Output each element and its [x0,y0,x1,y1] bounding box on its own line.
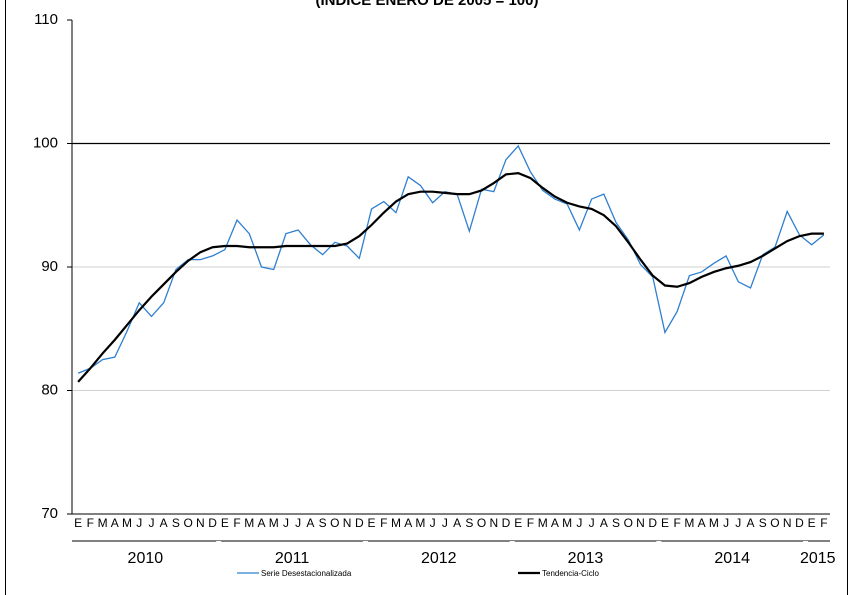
x-tick-label: F [380,516,387,530]
x-tick-label: E [74,516,82,530]
series-line [77,172,824,383]
x-tick-label: M [391,516,401,530]
x-tick-label: N [783,516,792,530]
year-label: 2012 [421,550,457,567]
x-tick-label: M [684,516,694,530]
x-tick-label: E [514,516,522,530]
x-tick-label: J [723,516,729,530]
x-tick-label: D [648,516,657,530]
x-tick-label: F [674,516,681,530]
x-tick-label: O [183,516,192,530]
legend-label: Serie Desestacionalizada [261,569,352,578]
x-tick-label: O [770,516,779,530]
y-tick-label: 100 [33,134,58,151]
year-label: 2014 [714,550,750,567]
x-tick-label: J [589,516,595,530]
x-tick-label: F [527,516,534,530]
x-tick-label: A [111,516,119,530]
x-tick-label: N [489,516,498,530]
x-tick-label: N [196,516,205,530]
x-tick-label: A [698,516,706,530]
x-tick-label: A [404,516,412,530]
x-tick-label: M [244,516,254,530]
x-tick-label: S [319,516,327,530]
legend-label: Tendencia-Ciclo [542,569,599,578]
x-tick-label: A [551,516,559,530]
x-tick-label: F [820,516,827,530]
x-tick-label: N [636,516,645,530]
x-tick-label: E [221,516,229,530]
x-tick-label: J [148,516,154,530]
x-tick-label: J [295,516,301,530]
x-tick-label: M [98,516,108,530]
y-tick-label: 80 [41,381,58,398]
x-tick-label: S [759,516,767,530]
frame [5,0,848,595]
x-tick-label: A [453,516,461,530]
x-tick-label: O [330,516,339,530]
year-label: 2013 [568,550,604,567]
chart-title: (ÍNDICE ENERO DE 2005 = 100) [315,0,538,9]
x-tick-label: A [747,516,755,530]
year-label: 2015 [800,550,836,567]
x-tick-label: D [795,516,804,530]
x-tick-label: M [269,516,279,530]
x-tick-label: O [624,516,633,530]
x-tick-label: J [735,516,741,530]
x-tick-label: S [465,516,473,530]
x-tick-label: E [368,516,376,530]
x-tick-label: M [709,516,719,530]
x-tick-label: D [355,516,364,530]
x-tick-label: J [576,516,582,530]
x-tick-label: N [343,516,352,530]
x-tick-label: F [233,516,240,530]
x-tick-label: M [122,516,132,530]
x-tick-label: A [160,516,168,530]
x-tick-label: J [442,516,448,530]
x-tick-label: M [415,516,425,530]
x-tick-label: S [172,516,180,530]
x-tick-label: S [612,516,620,530]
x-tick-label: D [502,516,511,530]
x-tick-label: E [808,516,816,530]
x-tick-label: E [661,516,669,530]
x-tick-label: A [600,516,608,530]
y-tick-label: 110 [34,11,58,28]
x-tick-label: D [208,516,217,530]
y-tick-label: 90 [41,258,58,275]
x-tick-label: J [430,516,436,530]
x-tick-label: J [283,516,289,530]
y-tick-label: 70 [41,505,58,522]
year-label: 2011 [275,550,310,567]
x-tick-label: O [477,516,486,530]
x-tick-label: A [306,516,314,530]
x-tick-label: M [562,516,572,530]
x-tick-label: J [136,516,142,530]
x-tick-label: A [257,516,265,530]
x-tick-label: F [87,516,94,530]
x-tick-label: M [538,516,548,530]
year-label: 2010 [128,550,164,567]
